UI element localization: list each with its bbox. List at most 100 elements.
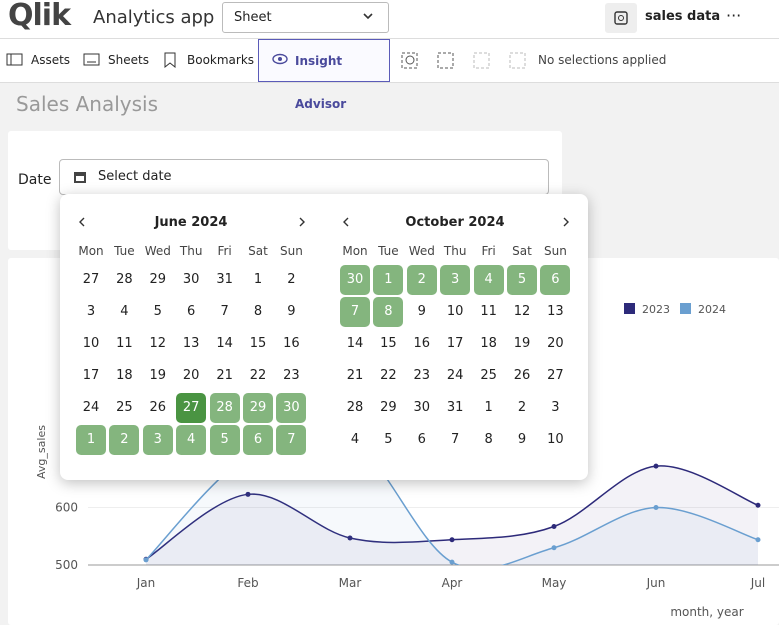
day-cell[interactable]: 26	[149, 400, 167, 415]
day-cell[interactable]: 11	[116, 336, 133, 351]
sheet-select[interactable]: Sheet	[222, 2, 389, 33]
day-cell[interactable]: 29	[243, 393, 273, 423]
day-cell[interactable]: 6	[187, 304, 196, 319]
day-cell[interactable]: 1	[484, 400, 493, 415]
day-cell[interactable]: 8	[373, 297, 404, 327]
day-cell[interactable]: 19	[149, 368, 167, 383]
day-cell[interactable]: 7	[451, 432, 460, 447]
day-cell[interactable]: 10	[446, 304, 464, 319]
day-cell[interactable]: 30	[340, 265, 370, 295]
day-cell[interactable]: 28	[346, 400, 364, 415]
day-cell[interactable]: 25	[480, 368, 497, 383]
data-button[interactable]: sales data	[645, 9, 721, 24]
day-cell[interactable]: 2	[406, 265, 437, 295]
day-cell[interactable]: 3	[86, 304, 96, 319]
day-cell[interactable]: 14	[346, 336, 364, 351]
day-cell[interactable]: 16	[283, 336, 300, 351]
day-cell[interactable]: 14	[216, 336, 233, 351]
day-cell[interactable]: 25	[116, 400, 133, 415]
day-cell[interactable]: 30	[182, 272, 200, 287]
day-cell[interactable]: 13	[547, 304, 564, 319]
next-month[interactable]	[298, 217, 306, 227]
day-cell[interactable]: 23	[283, 368, 300, 383]
day-cell[interactable]: 5	[209, 425, 240, 455]
day-cell[interactable]: 18	[116, 368, 133, 383]
day-cell[interactable]: 11	[480, 304, 497, 319]
day-cell[interactable]: 7	[340, 297, 370, 327]
day-cell[interactable]: 8	[253, 304, 263, 319]
day-cell[interactable]: 5	[507, 265, 537, 295]
day-cell[interactable]: 24	[446, 368, 464, 383]
day-cell[interactable]: 5	[153, 304, 162, 319]
day-cell[interactable]: 10	[547, 432, 564, 447]
day-cell[interactable]: 2	[109, 425, 140, 455]
day-cell[interactable]: 20	[547, 336, 564, 351]
assets-button[interactable]: Assets	[31, 53, 71, 67]
day-cell[interactable]: 6	[540, 265, 571, 295]
bookmarks-button[interactable]: Bookmarks	[187, 53, 255, 67]
day-cell[interactable]: 29	[149, 272, 167, 287]
day-cell[interactable]: 2	[517, 400, 527, 415]
day-cell[interactable]: 31	[216, 272, 233, 287]
day-cell[interactable]: 24	[82, 400, 100, 415]
insight-advisor-tab[interactable]: Insight Advisor	[258, 39, 390, 111]
logo[interactable]: Qlik	[8, 0, 71, 33]
day-cell[interactable]: 1	[373, 265, 404, 295]
day-cell[interactable]: 27	[82, 272, 100, 287]
day-cell[interactable]: 2	[287, 272, 296, 287]
day-cell[interactable]: 28	[209, 393, 240, 423]
next-month[interactable]	[562, 217, 570, 227]
day-cell[interactable]: 7	[276, 425, 307, 455]
day-cell[interactable]: 21	[346, 368, 364, 383]
day-cell[interactable]: 8	[484, 432, 493, 447]
day-cell[interactable]: 16	[413, 336, 431, 351]
day-cell[interactable]: 9	[287, 304, 296, 319]
day-cell[interactable]: 3	[551, 400, 560, 415]
day-cell[interactable]: 5	[384, 432, 393, 447]
day-cell[interactable]: 17	[82, 368, 100, 383]
day-cell[interactable]: 10	[82, 336, 100, 351]
date-input[interactable]: Select date	[59, 159, 549, 195]
day-cell[interactable]: 31	[446, 400, 464, 415]
day-cell[interactable]: 21	[216, 368, 233, 383]
sheets-button[interactable]: Sheets	[108, 53, 149, 67]
weekday-label: Mon	[342, 244, 368, 258]
day-cell[interactable]: 6	[417, 432, 426, 447]
day-cell[interactable]: 4	[120, 304, 129, 319]
day-cell[interactable]: 29	[380, 400, 397, 415]
day-cell[interactable]: 22	[380, 368, 397, 383]
day-cell[interactable]: 22	[249, 368, 267, 383]
day-cell[interactable]: 4	[176, 425, 207, 455]
more-button[interactable]: ···	[726, 6, 742, 25]
day-cell[interactable]: 15	[249, 336, 267, 351]
data-point	[449, 559, 455, 565]
day-cell[interactable]: 4	[473, 265, 504, 295]
prev-month[interactable]	[342, 217, 350, 227]
day-cell[interactable]: 27	[547, 368, 564, 383]
day-cell[interactable]: 27	[176, 393, 207, 423]
day-cell[interactable]: 30	[276, 393, 307, 423]
day-cell[interactable]: 30	[413, 400, 431, 415]
day-cell[interactable]: 7	[220, 304, 229, 319]
day-cell[interactable]: 17	[446, 336, 464, 351]
day-cell[interactable]: 4	[350, 432, 360, 447]
day-cell[interactable]: 6	[243, 425, 273, 455]
day-cell[interactable]: 20	[182, 368, 200, 383]
day-cell[interactable]: 12	[149, 336, 167, 351]
day-cell[interactable]: 13	[182, 336, 200, 351]
data-icon[interactable]	[605, 3, 637, 33]
day-cell[interactable]: 18	[480, 336, 497, 351]
day-cell[interactable]: 12	[513, 304, 531, 319]
day-cell[interactable]: 19	[513, 336, 531, 351]
day-cell[interactable]: 9	[417, 304, 426, 319]
day-cell[interactable]: 15	[380, 336, 397, 351]
day-cell[interactable]: 1	[76, 425, 106, 455]
prev-month[interactable]	[78, 217, 86, 227]
day-cell[interactable]: 26	[513, 368, 531, 383]
day-cell[interactable]: 3	[142, 425, 173, 455]
day-cell[interactable]: 28	[116, 272, 133, 287]
day-cell[interactable]: 9	[517, 432, 527, 447]
day-cell[interactable]: 1	[253, 272, 263, 287]
day-cell[interactable]: 3	[440, 265, 471, 295]
day-cell[interactable]: 23	[413, 368, 431, 383]
